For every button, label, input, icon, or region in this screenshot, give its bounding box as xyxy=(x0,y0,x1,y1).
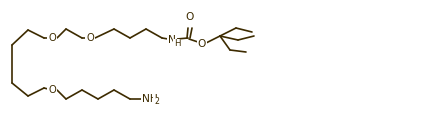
Text: H: H xyxy=(174,39,180,49)
Text: NH: NH xyxy=(142,94,158,104)
Text: O: O xyxy=(86,33,94,43)
Text: O: O xyxy=(48,33,56,43)
Text: O: O xyxy=(198,39,206,49)
Text: N: N xyxy=(168,35,176,45)
Text: 2: 2 xyxy=(154,98,159,106)
Text: O: O xyxy=(186,12,194,22)
Text: O: O xyxy=(48,85,56,95)
